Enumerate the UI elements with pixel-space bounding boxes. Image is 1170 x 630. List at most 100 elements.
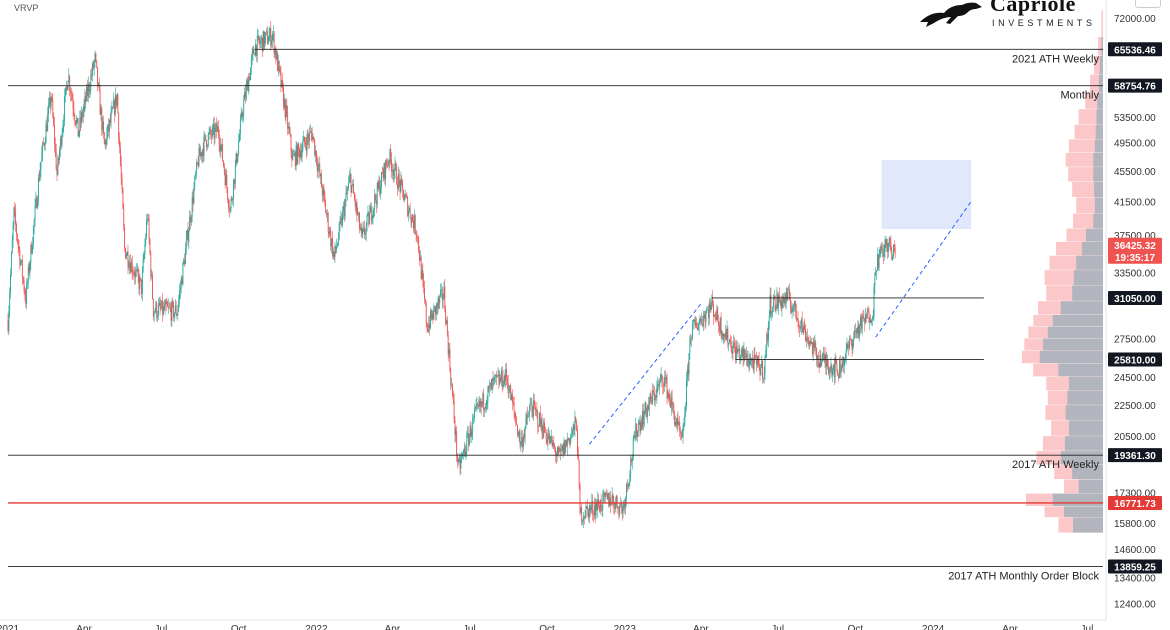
candle-body (544, 432, 546, 433)
candle-body (159, 302, 161, 308)
candle-body (768, 315, 770, 322)
candle-body (244, 92, 246, 101)
candle-body (398, 173, 400, 181)
candle-body (51, 97, 53, 100)
candle-body (658, 384, 660, 387)
candle-body (883, 251, 885, 257)
candle-body (743, 348, 745, 360)
candle-body (213, 124, 215, 139)
candle-body (586, 506, 588, 507)
candle-body (197, 162, 199, 167)
candle-body (79, 117, 81, 131)
settings-button[interactable] (1135, 0, 1161, 8)
candle-body (236, 153, 238, 162)
candle-body (415, 232, 417, 235)
candle-body (224, 172, 226, 186)
candle-body (722, 333, 724, 340)
candle-body (656, 386, 658, 398)
candle-body (379, 181, 381, 195)
candle-body (540, 419, 542, 426)
candle-body (350, 174, 352, 193)
candle-body (724, 332, 726, 337)
candle-body (136, 268, 138, 270)
y-tick-label: 13400.00 (1114, 574, 1156, 585)
candle-body (813, 341, 815, 348)
candle-body (887, 242, 888, 252)
candle-body (799, 325, 801, 329)
candle-body (21, 260, 23, 278)
price-tag-label: 65536.46 (1114, 45, 1156, 56)
candle-body (716, 307, 718, 320)
candle-body (520, 443, 522, 445)
candle-body (588, 508, 589, 519)
candle-body (354, 198, 356, 208)
candle-body (291, 150, 293, 160)
candle-body (459, 459, 461, 469)
candle-body (324, 194, 326, 202)
candle-body (666, 377, 668, 399)
candle-body (419, 250, 420, 261)
candle-body (150, 253, 152, 277)
candle-body (568, 438, 570, 441)
candle-body (681, 436, 683, 438)
y-tick-label: 72000.00 (1114, 14, 1156, 25)
candle-body (274, 48, 276, 54)
candle-body (668, 393, 670, 395)
candle-body (495, 374, 497, 377)
candle-body (451, 384, 453, 386)
candle-body (378, 181, 380, 189)
candle-body (789, 289, 790, 300)
candle-body (335, 245, 337, 250)
candle-body (128, 266, 130, 268)
candle-body (605, 492, 607, 495)
candle-body (769, 295, 771, 316)
candle-body (234, 165, 236, 184)
candle-body (833, 364, 834, 371)
candle-body (161, 300, 163, 309)
candle-body (696, 327, 698, 331)
candle-body (50, 97, 52, 107)
candle-body (765, 349, 767, 357)
candle-body (305, 145, 307, 151)
candle-body (736, 346, 738, 354)
candle-body (200, 152, 202, 156)
candle-body (321, 173, 322, 188)
candle-body (468, 433, 469, 446)
candle-body (831, 365, 833, 376)
candle-body (756, 356, 758, 366)
candle-body (758, 359, 760, 369)
candle-body (673, 404, 675, 415)
x-tick-label: 2022 (305, 624, 328, 630)
candle-body (30, 244, 32, 264)
candle-body (293, 152, 295, 156)
candle-body (349, 174, 351, 178)
candle-body (821, 361, 823, 367)
candle-body (411, 215, 413, 223)
candle-body (371, 218, 373, 221)
candle-body (141, 271, 143, 295)
candle-body (560, 448, 562, 453)
candle-body (487, 386, 489, 402)
candle-body (359, 228, 361, 231)
candle-body (357, 214, 359, 215)
candle-body (288, 126, 289, 129)
candle-body (177, 308, 179, 316)
candle-body (331, 238, 333, 256)
candle-body (642, 410, 644, 425)
candle-body (704, 314, 706, 322)
candle-body (767, 321, 769, 341)
candle-body (596, 503, 598, 510)
candle-body (642, 410, 643, 428)
candle-body (506, 378, 508, 383)
candle-body (152, 274, 153, 299)
candle-body (601, 509, 603, 510)
candle-body (204, 134, 206, 137)
candle-body (750, 360, 752, 365)
candle-body (824, 355, 826, 361)
candle-body (243, 100, 245, 115)
candle-body (288, 126, 290, 133)
candle-body (865, 314, 867, 319)
candle-body (534, 405, 536, 410)
candle-body (558, 448, 560, 451)
